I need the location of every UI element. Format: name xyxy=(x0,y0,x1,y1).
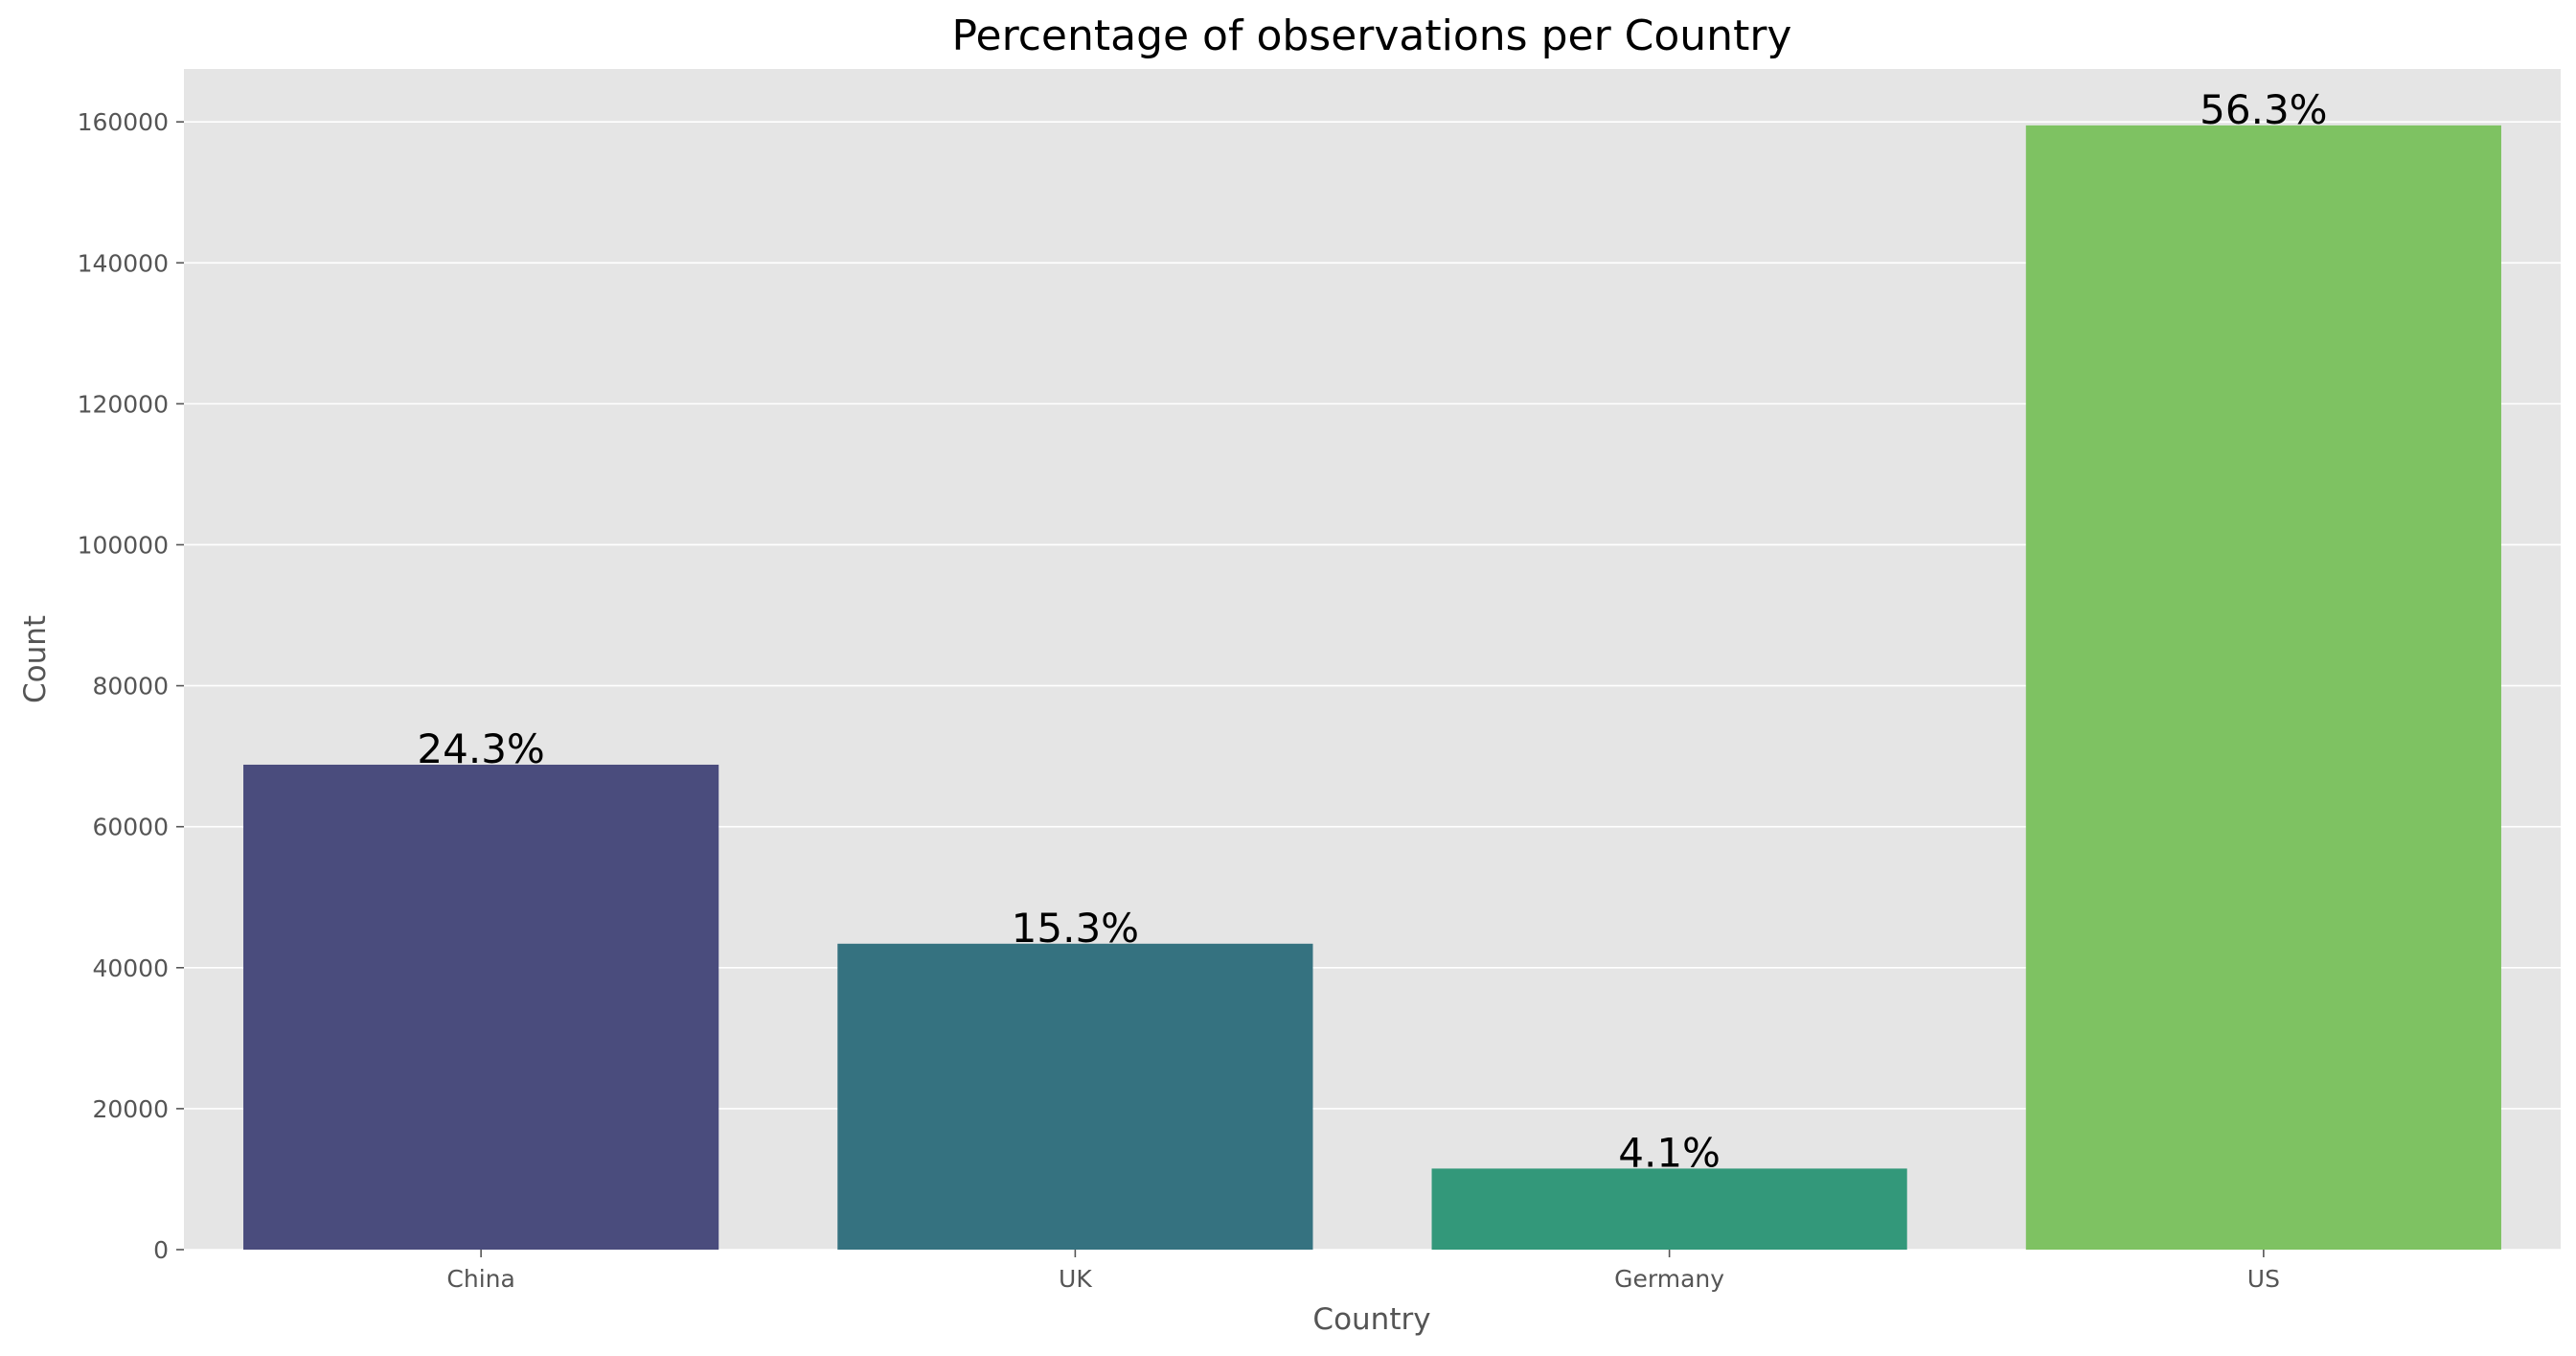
y-tick-label: 20000 xyxy=(92,1095,169,1123)
x-tick-label: Germany xyxy=(1614,1265,1724,1293)
bar-value-label: 24.3% xyxy=(417,725,544,772)
bar-uk xyxy=(837,943,1313,1250)
x-axis-ticks: China UK Germany US xyxy=(446,1250,2280,1293)
y-tick-label: 0 xyxy=(153,1236,169,1264)
x-tick-label: China xyxy=(446,1265,514,1293)
x-axis-label: Country xyxy=(1312,1302,1430,1337)
bar-labels: 24.3% 15.3% 4.1% 56.3% xyxy=(417,86,2327,1177)
bar-value-label: 15.3% xyxy=(1012,905,1139,952)
chart-title: Percentage of observations per Country xyxy=(952,11,1792,60)
y-tick-label: 40000 xyxy=(92,954,169,982)
y-tick-label: 100000 xyxy=(78,531,169,559)
y-tick-label: 120000 xyxy=(78,390,169,418)
x-tick-label: US xyxy=(2247,1265,2280,1293)
y-axis-ticks: 0 20000 40000 60000 80000 100000 120000 140000 1… xyxy=(78,108,184,1264)
bar-value-label: 56.3% xyxy=(2200,86,2327,133)
x-tick-label: UK xyxy=(1059,1265,1092,1293)
y-tick-label: 60000 xyxy=(92,814,169,841)
bar-germany xyxy=(1431,1168,1907,1250)
y-tick-label: 140000 xyxy=(78,249,169,277)
bars xyxy=(243,125,2501,1250)
bar-value-label: 4.1% xyxy=(1618,1129,1721,1176)
y-tick-label: 80000 xyxy=(92,673,169,701)
bar-china xyxy=(243,764,719,1250)
bar-us xyxy=(2025,125,2501,1250)
y-tick-label: 160000 xyxy=(78,108,169,136)
y-axis-label: Count xyxy=(18,615,53,703)
